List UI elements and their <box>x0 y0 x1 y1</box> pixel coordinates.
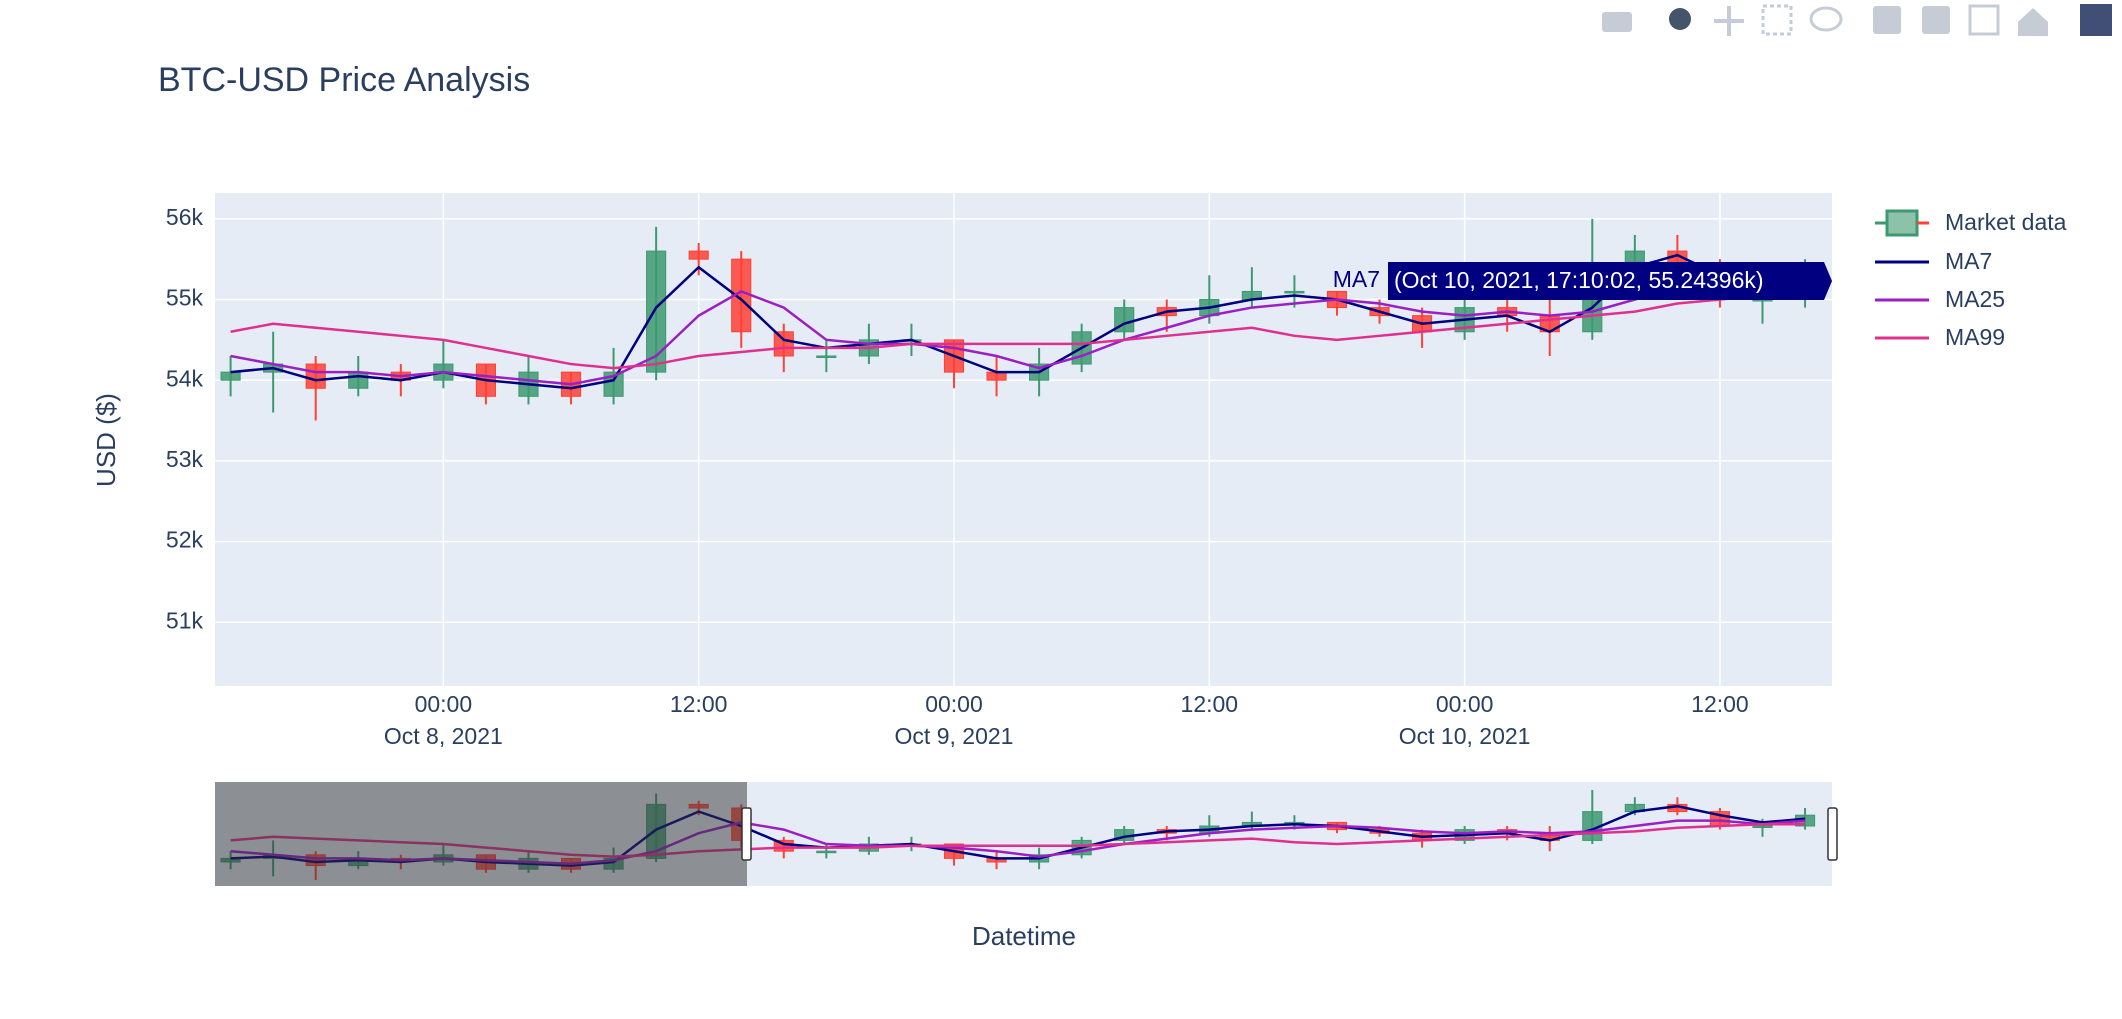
ma-line <box>230 286 1806 386</box>
camera-button[interactable] <box>1602 12 1632 32</box>
x-tick-label: 12:00 <box>1181 691 1239 717</box>
hover-label: (Oct 10, 2021, 17:10:02, 55.24396k) MA7 <box>1333 262 1832 300</box>
x-tick-label: 12:00 <box>670 691 728 717</box>
legend-label: MA7 <box>1945 248 1992 274</box>
zoom-in-button[interactable] <box>1873 6 1901 34</box>
legend-symbol <box>1885 209 1919 237</box>
zoom-button[interactable] <box>1669 8 1691 30</box>
zoom-out-button[interactable] <box>1922 6 1950 34</box>
legend-label: MA99 <box>1945 324 2005 350</box>
box-select-button[interactable] <box>1761 4 1793 36</box>
range-slider-mask <box>215 782 747 886</box>
hover-box <box>1388 262 1832 300</box>
hover-name: MA7 <box>1333 266 1380 292</box>
x-tick-sublabel: Oct 10, 2021 <box>1399 723 1531 749</box>
range-slider-handle[interactable] <box>741 807 752 861</box>
x-tick-sublabel: Oct 9, 2021 <box>895 723 1014 749</box>
candle-body <box>816 850 837 854</box>
x-tick-label: 00:00 <box>415 691 473 717</box>
hover-text: (Oct 10, 2021, 17:10:02, 55.24396k) <box>1394 267 1764 293</box>
plotly-logo[interactable] <box>2080 4 2112 36</box>
x-tick-label: 00:00 <box>925 691 983 717</box>
y-tick-label: 54k <box>166 365 204 391</box>
x-tick-label: 12:00 <box>1691 691 1749 717</box>
legend-label: Market data <box>1945 209 2067 235</box>
y-tick-label: 56k <box>166 204 204 230</box>
candle-body <box>816 355 837 358</box>
y-axis-title: USD ($) <box>91 393 121 487</box>
candle-body <box>773 331 794 357</box>
x-tick-label: 00:00 <box>1436 691 1494 717</box>
candle-body <box>688 250 709 260</box>
candle-body <box>305 363 326 389</box>
y-tick-label: 53k <box>166 446 204 472</box>
ma-line <box>230 294 1806 370</box>
y-tick-label: 55k <box>166 285 204 311</box>
x-tick-sublabel: Oct 8, 2021 <box>384 723 503 749</box>
candle-body <box>1284 290 1305 294</box>
candle-body <box>348 371 369 389</box>
chart-title: BTC-USD Price Analysis <box>158 61 530 99</box>
legend: Market data MA7 MA25 MA99 <box>1875 209 2067 350</box>
autoscale-button[interactable] <box>1968 4 2000 36</box>
candle-body <box>1752 825 1773 828</box>
reset-button[interactable] <box>2018 8 2048 36</box>
y-tick-label: 51k <box>166 607 204 633</box>
modebar <box>1602 4 2112 36</box>
x-axis-title: Datetime <box>972 921 1076 951</box>
ma-line <box>230 253 1806 390</box>
pan-button[interactable] <box>1714 6 1744 36</box>
y-tick-label: 52k <box>166 527 204 553</box>
lasso-button[interactable] <box>1809 6 1843 32</box>
candle-body <box>220 371 241 381</box>
legend-label: MA25 <box>1945 286 2005 312</box>
range-slider-handle[interactable] <box>1827 807 1838 861</box>
candle-body <box>646 250 667 373</box>
